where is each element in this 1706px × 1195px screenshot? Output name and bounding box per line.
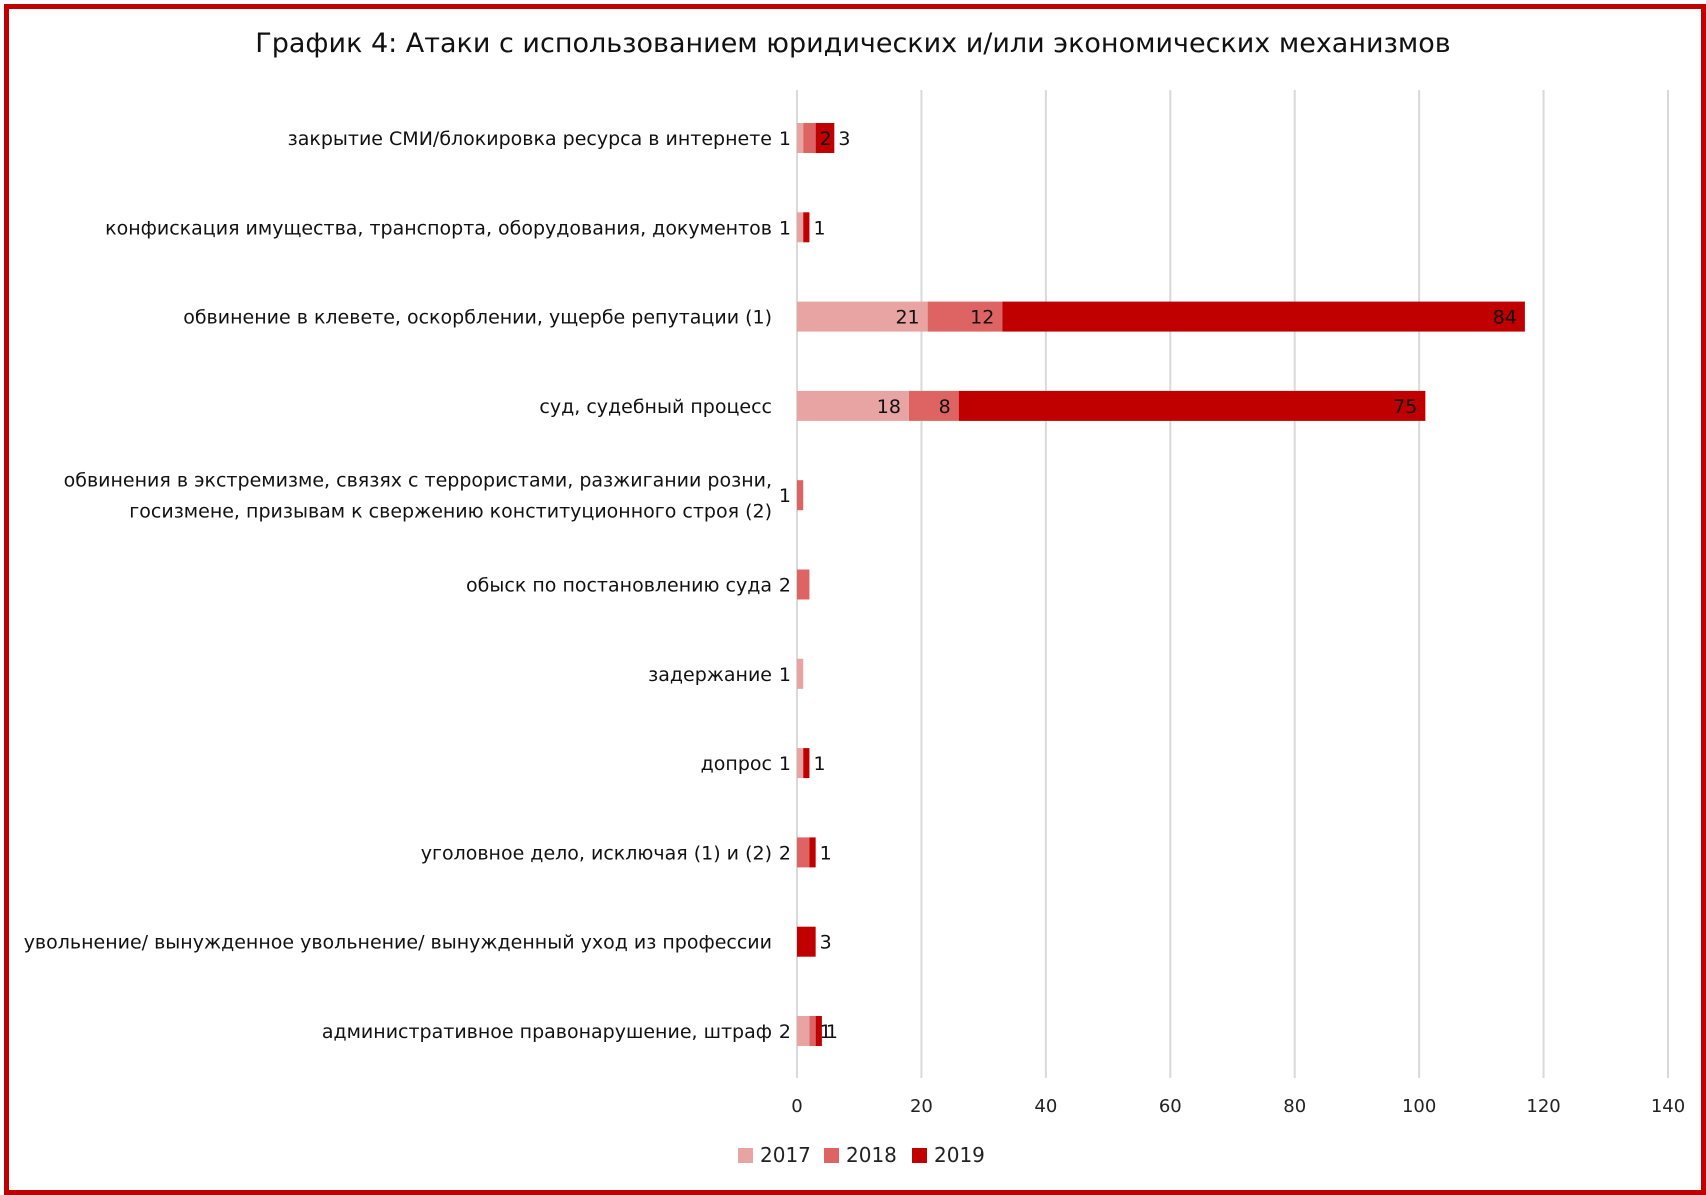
bar-2017 (797, 390, 909, 421)
x-tick-label: 20 (910, 1096, 933, 1117)
legend-label-2018: 2018 (846, 1143, 897, 1167)
bar-2017 (797, 212, 804, 243)
bar-2019 (958, 390, 1426, 421)
data-label-2019: 1 (813, 217, 825, 239)
data-label-2017: 1 (779, 664, 791, 686)
data-label-2019: 1 (813, 753, 825, 775)
data-label-2018: 1 (779, 485, 791, 507)
legend-swatch-2019 (912, 1148, 927, 1163)
category-label: обвинения в экстремизме, связях с террор… (64, 470, 772, 492)
data-label-2018: 1 (820, 1021, 832, 1043)
data-label-2017: 1 (779, 128, 791, 150)
legend: 2017 2018 2019 (738, 1143, 985, 1167)
grid-lines (796, 90, 1669, 1078)
bar-2019 (1002, 301, 1525, 332)
data-label-2019: 3 (838, 128, 850, 150)
chart-frame (4, 4, 1706, 1195)
data-label-2019: 75 (1393, 396, 1417, 418)
bar-2018 (797, 480, 804, 511)
bar-2019 (803, 212, 810, 243)
data-label-2017: 1 (779, 217, 791, 239)
category-label: задержание (648, 664, 772, 686)
data-label-2018: 2 (779, 575, 791, 597)
data-label-2017: 18 (877, 396, 901, 418)
bar-2018 (809, 1016, 816, 1046)
legend-label-2017: 2017 (760, 1143, 811, 1167)
category-label: допрос (701, 753, 772, 775)
bar-2018 (927, 301, 1003, 332)
x-tick-label: 40 (1034, 1096, 1057, 1117)
data-label-2019: 1 (820, 842, 832, 864)
bar-2017 (797, 658, 804, 689)
legend-label-2019: 2019 (934, 1143, 985, 1167)
bar-2019 (803, 748, 810, 779)
category-label: суд, судебный процесс (539, 396, 772, 418)
category-labels: закрытие СМИ/блокировка ресурса в интерн… (24, 128, 772, 1043)
category-label: уголовное дело, исключая (1) и (2) (421, 842, 772, 864)
category-label: увольнение/ вынужденное увольнение/ выну… (24, 932, 772, 954)
x-tick-label: 0 (791, 1096, 802, 1117)
category-label: обвинение в клевете, оскорблении, ущербе… (183, 307, 772, 329)
bar-2018 (803, 123, 816, 153)
data-label-2017: 21 (895, 307, 919, 329)
data-label-2017: 1 (779, 753, 791, 775)
bar-2017 (797, 123, 804, 153)
category-label: административное правонарушение, штраф (322, 1021, 772, 1043)
data-label-2018: 12 (970, 307, 994, 329)
bar-2019 (809, 837, 816, 868)
data-label-2019: 3 (820, 932, 832, 954)
bar-2017 (797, 1016, 810, 1046)
legend-swatch-2018 (824, 1148, 839, 1163)
data-label-2017: 2 (779, 1021, 791, 1043)
category-label: обыск по постановлению суда (466, 575, 772, 597)
data-label-2018: 2 (820, 128, 832, 150)
chart-title: График 4: Атаки с использованием юридиче… (255, 28, 1450, 59)
x-tick-label: 140 (1651, 1096, 1685, 1117)
bar-2019 (815, 1016, 822, 1046)
bars (797, 123, 1525, 1046)
x-tick-label: 120 (1526, 1096, 1560, 1117)
x-tick-label: 80 (1283, 1096, 1306, 1117)
x-tick-label: 60 (1159, 1096, 1182, 1117)
data-label-2018: 2 (779, 842, 791, 864)
bar-2017 (797, 748, 804, 779)
data-label-2019: 84 (1493, 307, 1517, 329)
data-label-2018: 8 (939, 396, 951, 418)
data-label-2019: 1 (826, 1021, 838, 1043)
x-axis-ticks: 0 20 40 60 80 100 120 140 (791, 1096, 1685, 1117)
x-tick-label: 100 (1402, 1096, 1436, 1117)
category-label: конфискация имущества, транспорта, обору… (105, 217, 772, 239)
bar-2017 (797, 301, 928, 332)
category-label: госизмене, призывам к свержению конститу… (129, 501, 772, 523)
bar-2018 (797, 837, 810, 868)
bar-2019 (815, 123, 835, 153)
bar-2018 (908, 390, 959, 421)
legend-swatch-2017 (738, 1148, 753, 1163)
category-label: закрытие СМИ/блокировка ресурса в интерн… (288, 128, 772, 150)
bar-2018 (797, 569, 810, 600)
bar-2019 (797, 926, 816, 957)
